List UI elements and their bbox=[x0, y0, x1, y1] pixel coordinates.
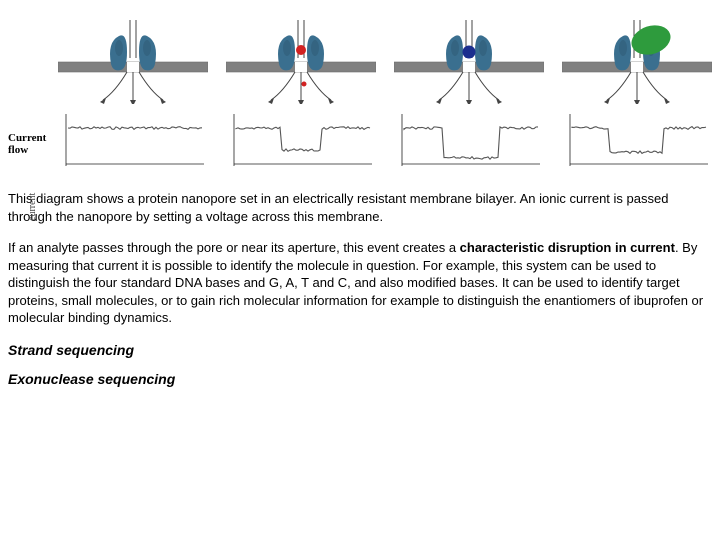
paragraph-1: This diagram shows a protein nanopore se… bbox=[8, 190, 712, 225]
heading-strand-sequencing: Strand sequencing bbox=[8, 341, 712, 360]
para2-bold: characteristic disruption in current bbox=[460, 240, 675, 255]
nanopore-diagram bbox=[562, 14, 712, 104]
current-trace bbox=[394, 110, 544, 170]
nanopore-diagram bbox=[394, 14, 544, 104]
current-flow-line1: Current bbox=[8, 132, 46, 144]
heading-exonuclease-sequencing: Exonuclease sequencing bbox=[8, 370, 712, 389]
panel-red bbox=[226, 14, 376, 170]
paragraph-2: If an analyte passes through the pore or… bbox=[8, 239, 712, 327]
axis-labels-column: Current flow current bbox=[8, 88, 50, 170]
current-flow-label: Current flow bbox=[8, 132, 46, 156]
figure-row: Current flow current bbox=[8, 14, 712, 170]
nanopore-diagram bbox=[226, 14, 376, 104]
panels-container bbox=[58, 14, 712, 170]
panel-open bbox=[58, 14, 208, 170]
text-block: This diagram shows a protein nanopore se… bbox=[8, 190, 712, 389]
current-trace bbox=[562, 110, 712, 170]
panel-blue bbox=[394, 14, 544, 170]
nanopore-diagram bbox=[58, 14, 208, 104]
panel-green bbox=[562, 14, 712, 170]
y-axis-label: current bbox=[26, 192, 40, 220]
para2-lead: If an analyte passes through the pore or… bbox=[8, 240, 460, 255]
current-flow-line2: flow bbox=[8, 144, 28, 156]
current-trace bbox=[58, 110, 208, 170]
current-trace bbox=[226, 110, 376, 170]
